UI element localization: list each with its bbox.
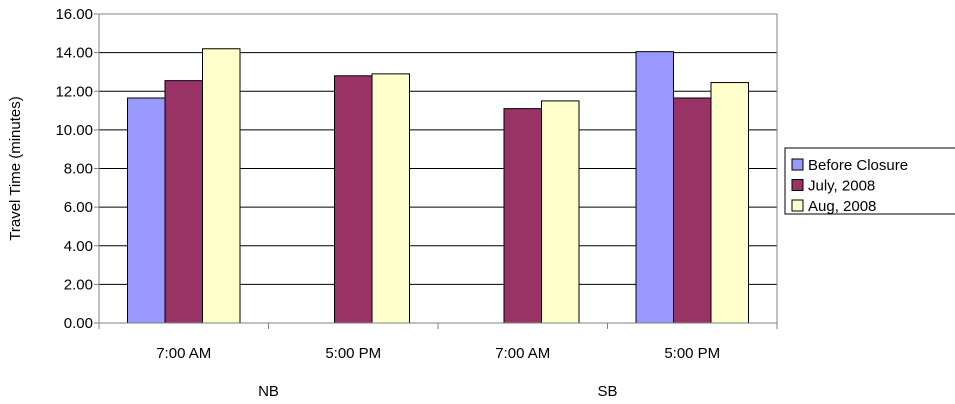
legend-swatch [791,158,804,171]
bar [202,48,241,324]
y-axis-ticks: 0.00 2.00 4.00 6.00 8.00 10.00 12.00 14.00 16.00 [55,6,99,332]
legend-label: Aug, 2008 [808,198,876,215]
legend-box [784,147,955,215]
y-axis-title: Travel Time (minutes) [7,96,24,240]
bar [334,75,373,324]
bar [164,80,203,324]
legend-label: Before Closure [808,157,908,174]
x-tick-label: 5:00 PM [325,345,381,362]
y-tick-label: 2.00 [64,276,93,293]
bar [673,97,712,324]
y-tick-label: 12.00 [55,83,93,100]
x-axis-ticks: 7:00 AM 5:00 PM 7:00 AM 5:00 PM [98,323,778,362]
y-tick-label: 14.00 [55,45,93,62]
y-tick-label: 16.00 [55,6,93,23]
bar [371,73,410,324]
x-tick-label: 7:00 AM [495,345,550,362]
bars [127,48,749,324]
bar [127,97,166,324]
legend: Before Closure July, 2008 Aug, 2008 [784,147,955,215]
x-group-label: SB [597,383,617,400]
x-axis-group-labels: NB SB [258,383,617,400]
legend-swatch [791,179,804,191]
legend-label: July, 2008 [808,178,875,195]
bar [503,108,542,324]
x-group-label: NB [258,383,279,400]
bar [635,51,674,324]
legend-swatch [791,199,804,212]
bar [710,82,749,324]
y-tick-label: 8.00 [64,161,93,178]
y-tick-label: 0.00 [64,315,93,332]
x-tick-label: 5:00 PM [664,345,720,362]
y-tick-label: 6.00 [64,199,93,216]
y-tick-label: 4.00 [64,238,93,255]
y-tick-label: 10.00 [55,122,93,139]
x-tick-label: 7:00 AM [156,345,211,362]
bar [541,100,580,324]
